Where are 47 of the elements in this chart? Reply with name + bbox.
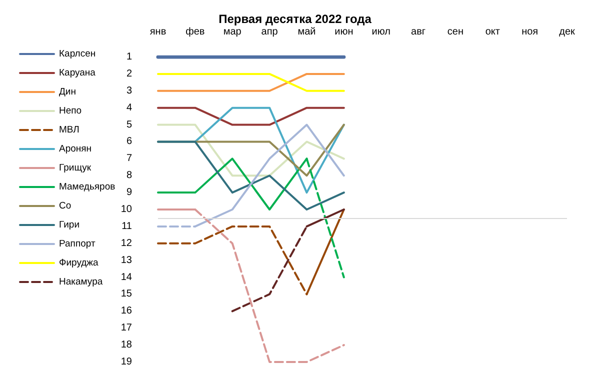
x-tick-label: окт xyxy=(485,26,500,38)
y-tick-label: 4 xyxy=(126,102,132,114)
y-tick-label: 17 xyxy=(120,322,132,334)
legend-label: Дин xyxy=(59,86,76,98)
y-tick-label: 8 xyxy=(126,170,132,182)
legend-label: Гири xyxy=(59,220,80,230)
legend-label: Раппорт xyxy=(59,238,96,250)
y-tick-label: 19 xyxy=(120,356,132,368)
x-tick-label: янв xyxy=(150,26,166,38)
y-tick-label: 9 xyxy=(126,187,132,198)
line-series xyxy=(157,124,345,177)
legend-label: Мамедьяров xyxy=(59,182,116,192)
y-tick-label: 16 xyxy=(120,306,132,317)
legend-label: МВЛ xyxy=(59,124,80,136)
x-tick-label: фев xyxy=(186,26,205,38)
y-tick-label: 6 xyxy=(126,136,132,148)
x-tick-label: сен xyxy=(447,26,464,38)
y-tick-label: 1 xyxy=(126,52,132,62)
x-tick-label: июл xyxy=(372,26,391,38)
legend-label: Со xyxy=(59,200,72,212)
x-tick-label: ноя xyxy=(522,26,538,38)
y-tick-label: 11 xyxy=(122,220,132,232)
y-tick-label: 10 xyxy=(120,204,132,215)
x-tick-label: дек xyxy=(559,26,576,38)
x-tick-label: мар xyxy=(223,26,242,38)
x-tick-label: апр xyxy=(261,26,278,38)
legend-label: Каруана xyxy=(59,68,96,78)
legend-label: Фируджа xyxy=(59,258,100,268)
y-tick-label: 5 xyxy=(126,119,132,130)
y-tick-label: 3 xyxy=(126,85,132,96)
legend-label: Карлсен xyxy=(59,48,96,60)
y-tick-label: 13 xyxy=(120,254,132,266)
y-tick-label: 14 xyxy=(120,272,132,283)
x-tick-label: июн xyxy=(334,26,354,38)
y-tick-label: 15 xyxy=(120,288,132,300)
y-tick-label: 18 xyxy=(120,340,132,351)
legend-label: Аронян xyxy=(59,144,92,154)
y-tick-label: 12 xyxy=(120,238,132,249)
legend-label: Накамура xyxy=(59,276,104,288)
legend-label: Грищук xyxy=(59,162,92,174)
x-tick-label: авг xyxy=(411,26,426,38)
y-tick-label: 2 xyxy=(126,68,132,80)
chart-title: Первая десятка 2022 года xyxy=(218,12,372,26)
line-series xyxy=(157,140,345,210)
legend-label: Непо xyxy=(59,106,82,116)
x-tick-label: май xyxy=(298,26,316,38)
y-tick-label: 7 xyxy=(126,153,132,164)
